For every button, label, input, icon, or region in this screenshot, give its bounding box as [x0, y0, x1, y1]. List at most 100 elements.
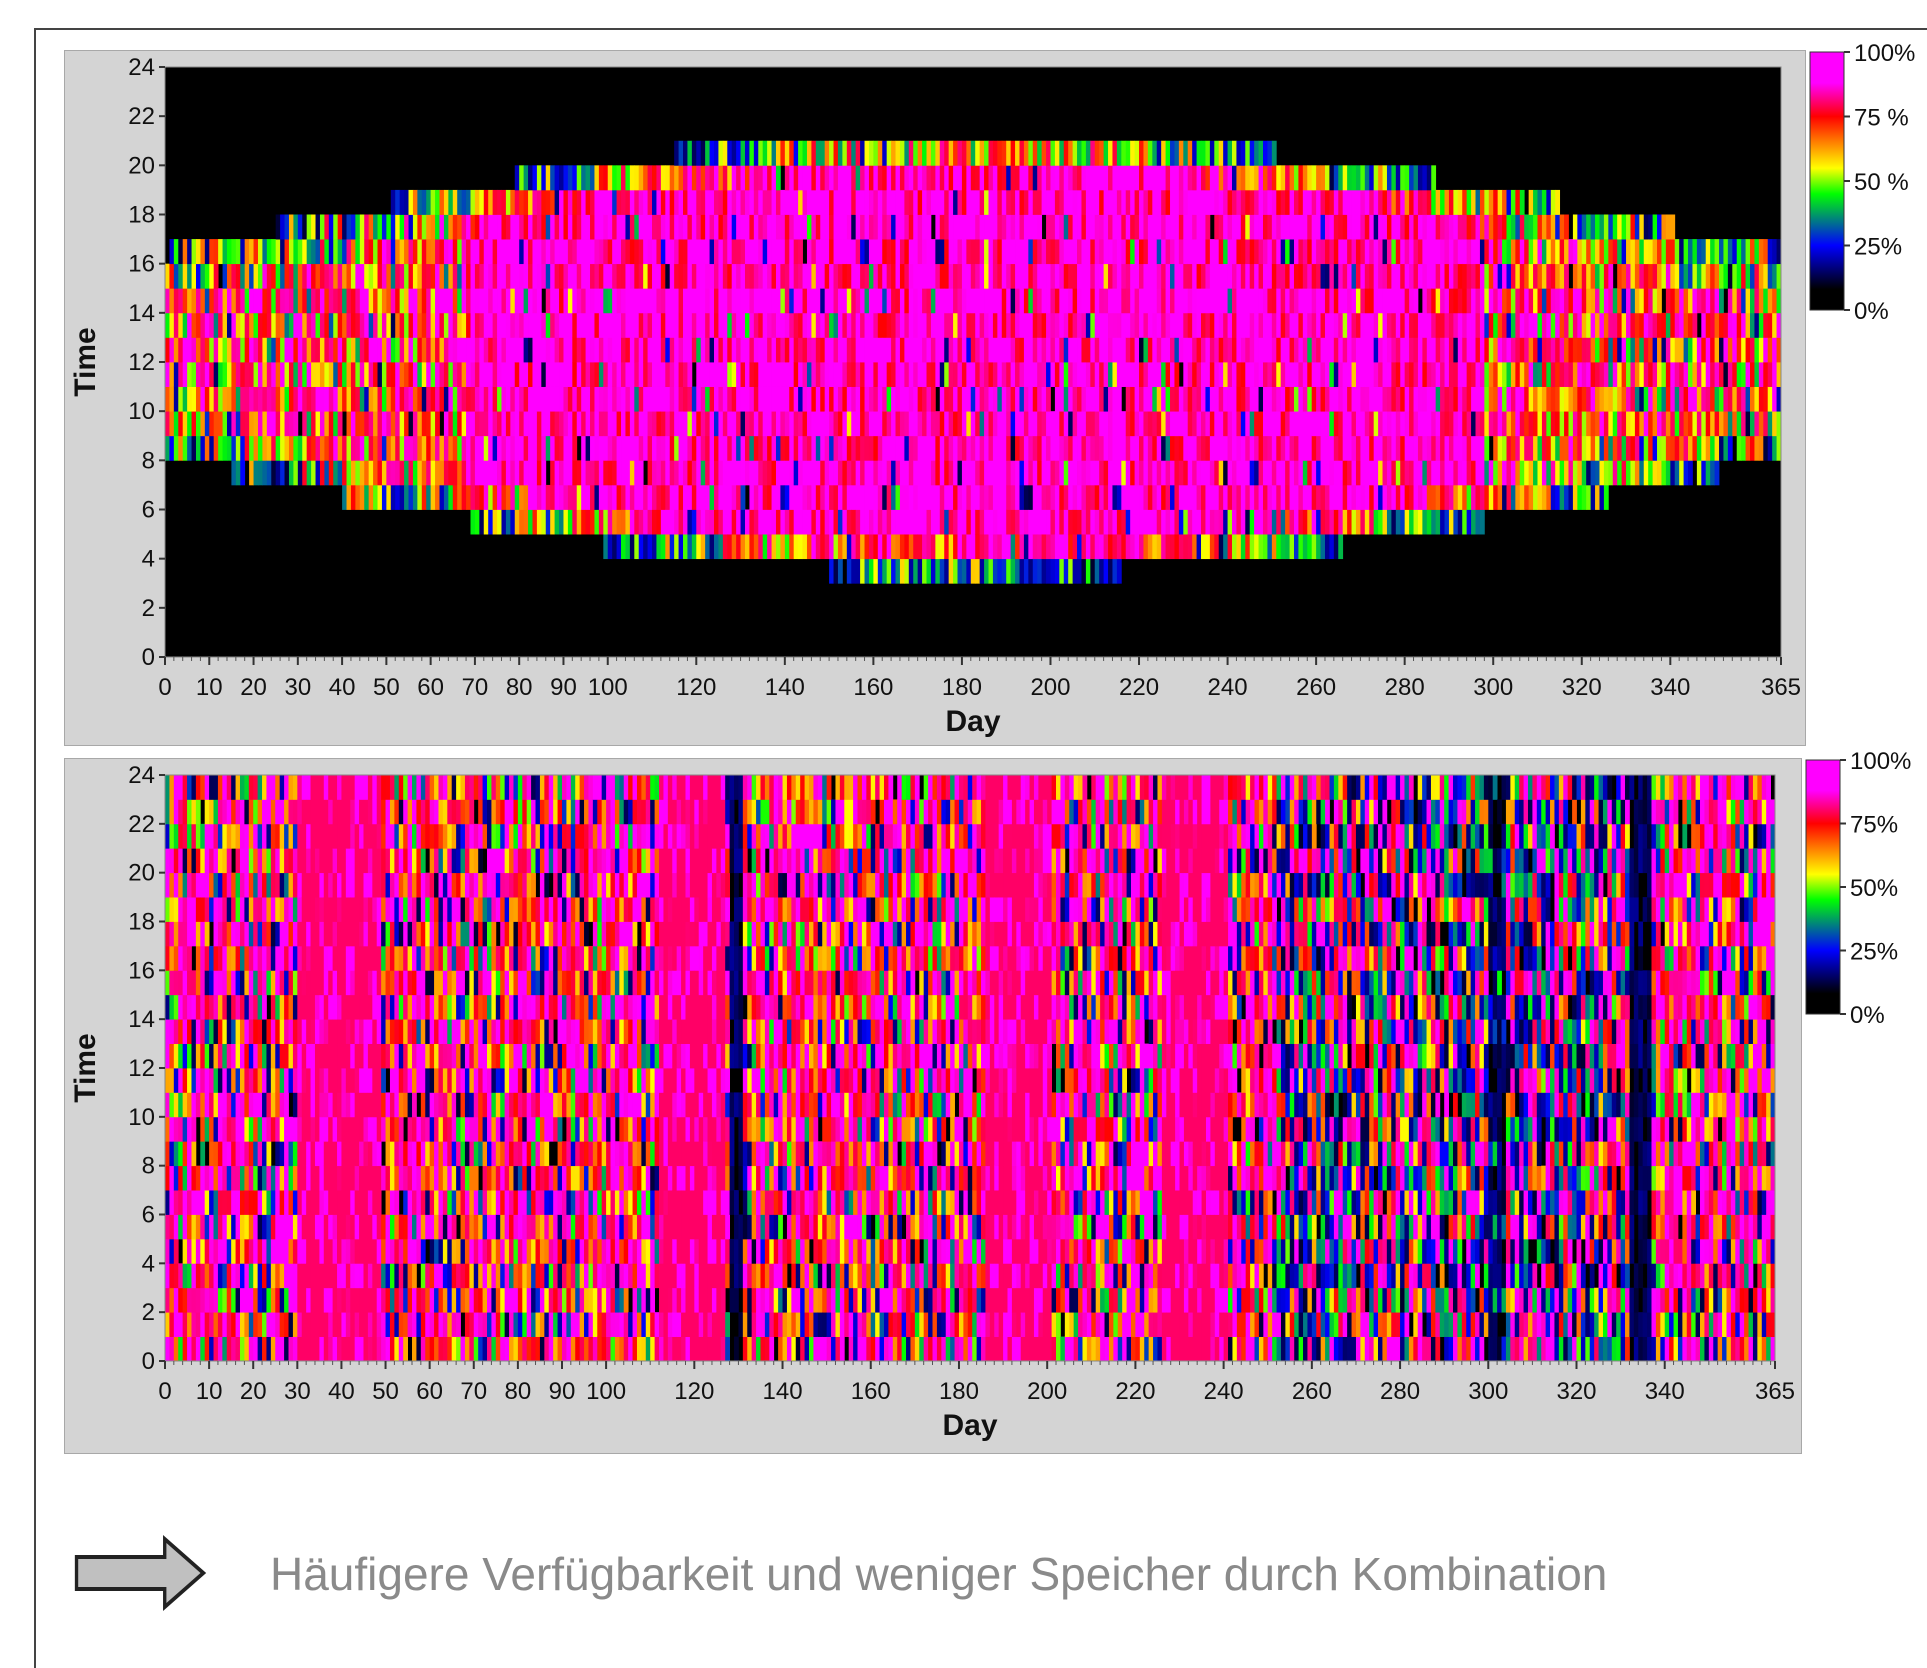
heatmap-cell [1581, 460, 1587, 486]
heatmap-cell [762, 386, 768, 412]
heatmap-cell [1369, 214, 1375, 240]
heatmap-cell [1041, 509, 1047, 535]
heatmap-cell [652, 411, 657, 437]
heatmap-cell [1152, 189, 1158, 215]
heatmap-cell [829, 214, 834, 240]
heatmap-cell [860, 165, 865, 191]
heatmap-cell [953, 312, 958, 338]
heatmap-cell [1320, 460, 1326, 486]
heatmap-cell [1364, 411, 1370, 437]
heatmap-cell [1382, 312, 1388, 338]
heatmap-cell [470, 189, 476, 215]
heatmap-cell [1457, 509, 1463, 535]
heatmap-cell [1395, 386, 1401, 412]
heatmap-cell [1351, 263, 1357, 289]
heatmap-cell [319, 288, 325, 314]
heatmap-cell [749, 312, 755, 338]
heatmap-cell [895, 460, 901, 486]
heatmap-cell [1537, 362, 1543, 387]
heatmap-cell [1528, 189, 1534, 215]
heatmap-cell [222, 263, 228, 289]
heatmap-cell [873, 165, 879, 191]
heatmap-cell [550, 288, 556, 314]
heatmap-cell [1360, 509, 1366, 535]
heatmap-cell [1068, 337, 1074, 363]
heatmap-cell [1395, 337, 1401, 363]
heatmap-cell [771, 165, 777, 191]
heatmap-cell [1134, 165, 1140, 191]
heatmap-cell [169, 386, 175, 412]
heatmap-cell [1581, 312, 1587, 338]
heatmap-cell [771, 484, 777, 510]
heatmap-cell [647, 362, 653, 387]
heatmap-cell [474, 214, 480, 240]
heatmap-cell [288, 337, 294, 363]
heatmap-cell [1342, 214, 1348, 240]
heatmap-cell [550, 411, 556, 437]
heatmap-cell [1634, 288, 1640, 314]
heatmap-cell [1236, 337, 1242, 363]
heatmap-cell [1192, 411, 1197, 437]
heatmap-cell [257, 411, 263, 437]
heatmap-cell [598, 460, 604, 486]
heatmap-cell [231, 435, 237, 461]
heatmap-cell [1227, 189, 1233, 215]
heatmap-cell [727, 386, 733, 412]
heatmap-cell [1475, 214, 1481, 240]
heatmap-cell [1546, 214, 1552, 240]
heatmap-cell [1023, 435, 1029, 461]
heatmap-cell [417, 460, 423, 486]
heatmap-cell [992, 189, 998, 215]
heatmap-cell [1466, 509, 1472, 535]
heatmap-cell [1515, 239, 1521, 265]
heatmap-cell [1236, 460, 1242, 486]
heatmap-cell [390, 411, 396, 437]
heatmap-cell [1572, 411, 1578, 437]
heatmap-cell [948, 558, 954, 584]
heatmap-cell [1355, 337, 1361, 363]
heatmap-cell [1515, 312, 1521, 338]
heatmap-cell [1081, 362, 1087, 387]
heatmap-cell [629, 337, 635, 363]
heatmap-cell [492, 239, 498, 265]
heatmap-cell [926, 239, 932, 265]
heatmap-cell [603, 263, 609, 289]
heatmap-cell [944, 411, 950, 437]
heatmap-cell [1329, 214, 1335, 240]
heatmap-cell [966, 435, 972, 461]
heatmap-cell [833, 288, 839, 314]
heatmap-cell [988, 165, 994, 191]
heatmap-cell [421, 214, 427, 240]
heatmap-cell [439, 288, 445, 314]
heatmap-cell [1422, 263, 1428, 289]
heatmap-cell [1488, 239, 1494, 265]
heatmap-cell [594, 460, 600, 486]
heatmap-cell [1409, 165, 1414, 191]
heatmap-cell [1116, 214, 1122, 240]
heatmap-cell [1289, 189, 1295, 215]
heatmap-cell [992, 362, 998, 387]
heatmap-cell [1139, 312, 1144, 338]
heatmap-cell [1046, 534, 1051, 560]
heatmap-cell [1510, 214, 1516, 240]
heatmap-cell [1103, 484, 1109, 510]
heatmap-cell [1630, 288, 1636, 314]
heatmap-cell [1581, 484, 1587, 510]
heatmap-cell [1435, 263, 1441, 289]
heatmap-cell [1577, 484, 1583, 510]
heatmap-cell [359, 411, 365, 437]
heatmap-cell [1493, 214, 1499, 240]
heatmap-cell [173, 435, 179, 461]
heatmap-cell [1311, 288, 1317, 314]
heatmap-cell [731, 337, 737, 363]
heatmap-cell [1333, 460, 1339, 486]
heatmap-cell [1227, 165, 1233, 191]
heatmap-cell [390, 435, 396, 461]
heatmap-cell [656, 189, 662, 215]
heatmap-cell [1032, 263, 1038, 289]
heatmap-cell [532, 189, 538, 215]
heatmap-cell [1528, 386, 1534, 412]
heatmap-cell [1227, 411, 1233, 437]
heatmap-cell [1085, 140, 1091, 166]
heatmap-cell [1271, 165, 1277, 191]
